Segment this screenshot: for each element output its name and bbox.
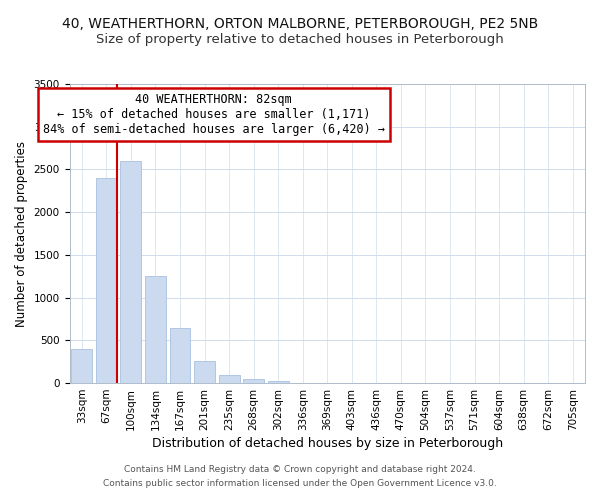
Bar — [121, 161, 142, 383]
Text: 40, WEATHERTHORN, ORTON MALBORNE, PETERBOROUGH, PE2 5NB: 40, WEATHERTHORN, ORTON MALBORNE, PETERB… — [62, 18, 538, 32]
Bar — [71, 349, 92, 383]
Bar — [194, 361, 215, 383]
Bar — [145, 276, 166, 383]
Bar — [243, 379, 264, 383]
Bar — [268, 380, 289, 383]
Text: 40 WEATHERTHORN: 82sqm
← 15% of detached houses are smaller (1,171)
84% of semi-: 40 WEATHERTHORN: 82sqm ← 15% of detached… — [43, 93, 385, 136]
Y-axis label: Number of detached properties: Number of detached properties — [15, 140, 28, 326]
Bar — [170, 328, 190, 383]
Bar — [218, 374, 239, 383]
Text: Size of property relative to detached houses in Peterborough: Size of property relative to detached ho… — [96, 32, 504, 46]
X-axis label: Distribution of detached houses by size in Peterborough: Distribution of detached houses by size … — [152, 437, 503, 450]
Bar — [96, 178, 117, 383]
Text: Contains HM Land Registry data © Crown copyright and database right 2024.
Contai: Contains HM Land Registry data © Crown c… — [103, 466, 497, 487]
